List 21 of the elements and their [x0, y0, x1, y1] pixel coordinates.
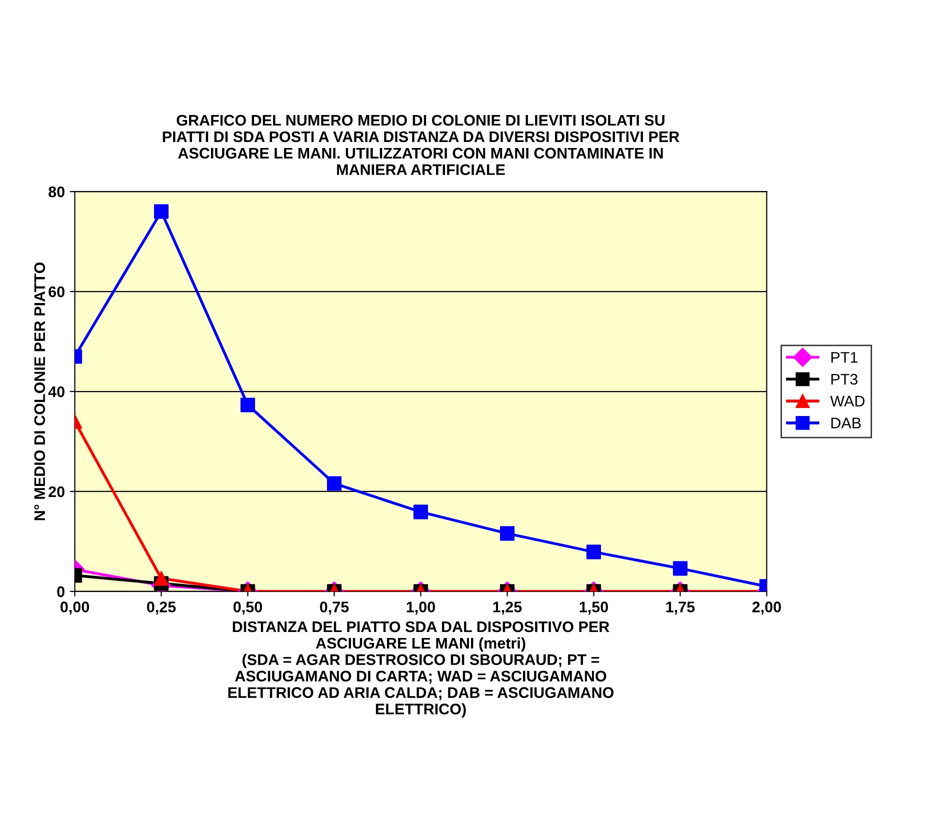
x-tick-label: 0,50	[234, 602, 262, 615]
x-tick-label: 0,00	[60, 602, 90, 615]
x-tick-label: 1,00	[406, 602, 435, 615]
y-tick-label: 0	[57, 586, 64, 598]
chart-title: GRAFICO DEL NUMERO MEDIO DI COLONIE DI LIEVITI ISOLATI SU PIATTI DI SDA POSTI A VARIA DISTANZA DA DIVERSI DISPOSITIVI PER ASCIUGARE LE MANI. UTILIZZATORI CON MANI CONTAMINATE IN MANIERA ARTIFICIALE	[162, 114, 680, 176]
y-tick-label: 80	[48, 186, 64, 198]
x-tick-label: 2,00	[752, 602, 781, 615]
y-tick-label: 40	[48, 386, 64, 398]
x-tick-label: 1,25	[493, 602, 522, 615]
legend-label: WAD	[830, 396, 864, 406]
legend-label: PT1	[831, 352, 858, 363]
legend-label: DAB	[831, 418, 861, 428]
x-tick-label: 1,50	[580, 602, 608, 615]
x-tick-label: 0,75	[320, 602, 349, 615]
legend-label: PT3	[831, 374, 858, 385]
x-tick-label: 1,75	[666, 602, 695, 615]
y-tick-label: 60	[48, 286, 64, 298]
y-axis-title: N° MEDIO DI COLONIE PER PIATTO	[34, 262, 46, 520]
x-tick-label: 0,25	[147, 602, 176, 615]
x-axis-title: DISTANZA DEL PIATTO SDA DAL DISPOSITIVO PER ASCIUGARE LE MANI (metri) (SDA = AGAR DESTROSICO DI SBOURAUD; PT = ASCIUGAMANO DI CARTA; WAD = ASCIUGAMANO ELETTRICO AD ARIA CALDA; DAB = ASCIUGAMANO ELETTRICO)	[228, 621, 614, 718]
y-tick-label: 20	[48, 486, 64, 498]
